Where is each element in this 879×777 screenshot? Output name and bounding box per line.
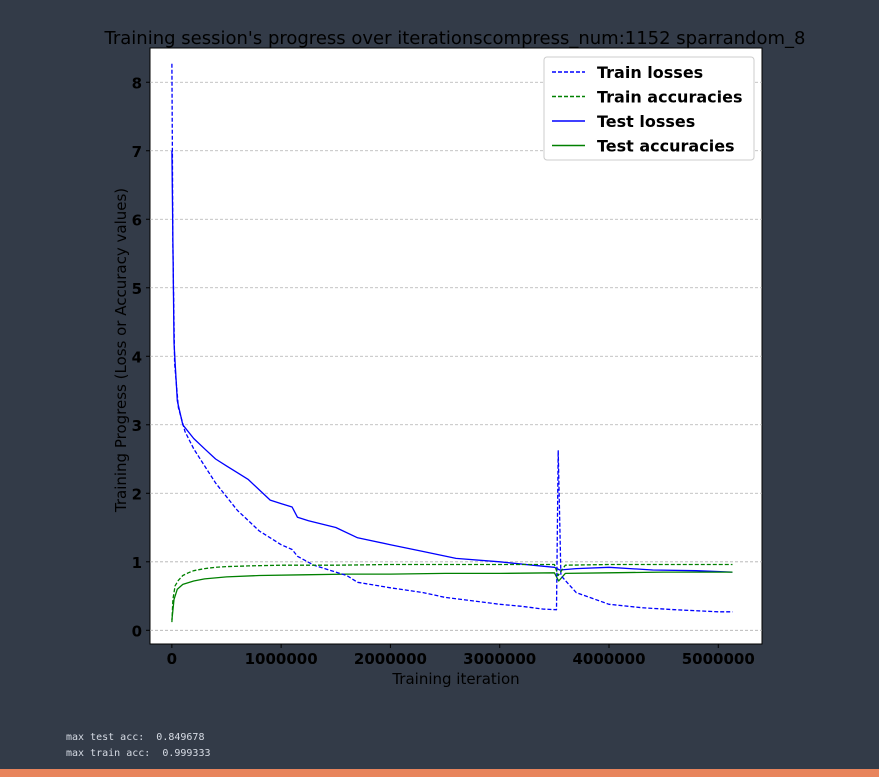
y-tick-label: 5 [132,280,142,298]
x-tick-label: 4000000 [572,650,645,668]
max-test-acc: max test acc: 0.849678 [66,732,205,743]
series-line-train-losses [171,63,733,613]
y-axis-ticks: 0 1 2 3 4 5 6 7 8 [132,74,150,640]
y-axis-label: Training Progress (Loss or Accuracy valu… [112,188,130,513]
chart-title: Training session's progress over iterati… [104,28,806,49]
legend-label: Test accuracies [597,137,735,156]
x-tick-label: 0 [167,650,177,668]
y-tick-label: 2 [132,485,142,503]
y-tick-label: 8 [132,74,142,92]
y-tick-label: 4 [132,348,142,366]
x-tick-label: 1000000 [245,650,318,668]
max-train-acc: max train acc: 0.999333 [66,748,211,759]
x-axis-label: Training iteration [391,670,519,688]
legend-label: Test losses [597,112,695,131]
x-axis-ticks: 0 1000000 2000000 3000000 4000000 5000000 [167,644,755,668]
series-lines [171,63,733,623]
y-tick-label: 0 [132,622,142,640]
y-tick-label: 3 [132,417,142,435]
stats-panel: max test acc: 0.849678 max train acc: 0.9… [66,730,211,762]
legend-box [543,56,755,161]
x-tick-label: 5000000 [682,650,755,668]
bottom-accent-bar [0,769,879,777]
y-tick-label: 1 [132,554,142,572]
legend-label: Train accuracies [597,88,742,107]
series-line-test-accuracies [171,571,733,621]
x-tick-label: 2000000 [354,650,427,668]
x-tick-label: 3000000 [463,650,536,668]
legend: Train losses Train accuracies Test losses T… [543,56,755,161]
legend-label: Train losses [597,63,703,82]
y-tick-label: 6 [132,211,142,229]
y-tick-label: 7 [132,143,142,161]
